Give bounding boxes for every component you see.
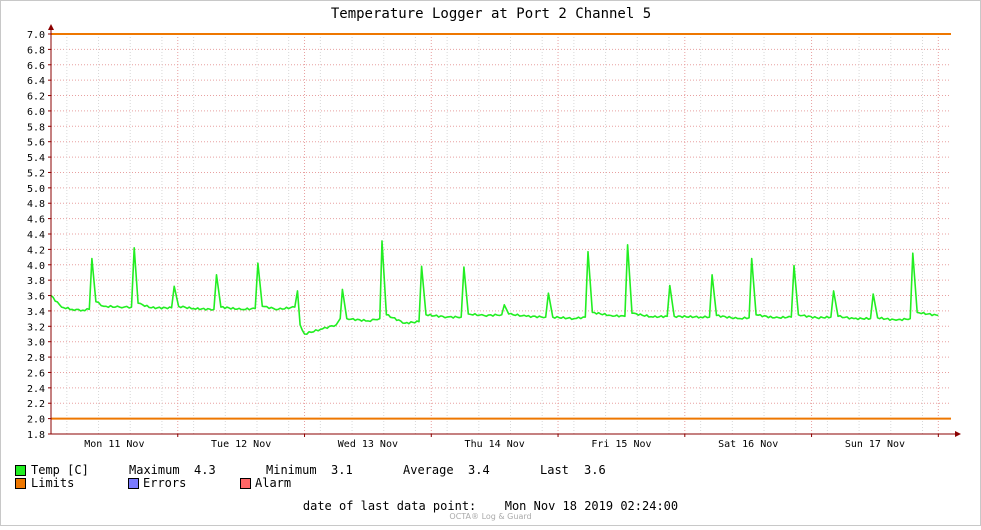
y-tick-label: 5.4 (27, 153, 45, 164)
last-data-point-value: Mon Nov 18 2019 02:24:00 (504, 499, 679, 513)
y-tick-label: 1.8 (27, 430, 45, 441)
y-tick-label: 4.2 (27, 245, 45, 256)
y-tick-label: 2.0 (27, 415, 45, 426)
y-tick-label: 4.6 (27, 215, 45, 226)
legend-swatch-errors (128, 478, 139, 489)
y-tick-label: 5.0 (27, 184, 45, 195)
legend-avg-label: Average (403, 463, 454, 477)
x-tick-label: Fri 15 Nov (591, 439, 651, 450)
y-tick-label: 4.8 (27, 199, 45, 210)
legend-max-label: Maximum (129, 463, 180, 477)
x-tick-label: Thu 14 Nov (465, 439, 525, 450)
legend-avg-value: 3.4 (468, 463, 490, 477)
legend-swatch-alarm (240, 478, 251, 489)
y-tick-label: 5.6 (27, 138, 45, 149)
y-tick-label: 3.0 (27, 338, 45, 349)
x-tick-label: Sat 16 Nov (718, 439, 778, 450)
legend-errors-label: Errors (143, 476, 187, 490)
legend-min-value: 3.1 (331, 463, 353, 477)
y-tick-label: 3.6 (27, 292, 45, 303)
y-tick-label: 2.8 (27, 353, 45, 364)
y-tick-label: 3.2 (27, 322, 45, 333)
x-axis-arrow (955, 431, 961, 437)
y-tick-label: 6.6 (27, 61, 45, 72)
y-tick-label: 4.4 (27, 230, 45, 241)
x-tick-label: Sun 17 Nov (845, 439, 905, 450)
chart-title: Temperature Logger at Port 2 Channel 5 (331, 6, 651, 22)
temp-series-line (50, 240, 939, 335)
y-tick-label: 6.2 (27, 92, 45, 103)
y-tick-label: 6.8 (27, 45, 45, 56)
y-tick-label: 7.0 (27, 30, 45, 41)
legend-limits-label: Limits (31, 476, 75, 490)
x-tick-label: Tue 12 Nov (211, 439, 271, 450)
last-data-point-label: date of last data point: (302, 499, 477, 513)
brand-watermark: OCTA® Log & Guard (449, 512, 532, 521)
y-tick-label: 4.0 (27, 261, 45, 272)
chart-grid (51, 33, 951, 435)
y-tick-label: 2.4 (27, 384, 45, 395)
legend-min-label: Minimum (266, 463, 317, 477)
x-axis-ticks: Mon 11 Nov Tue 12 Nov Wed 13 Nov Thu 14 Nov… (84, 434, 939, 450)
legend-last-value: 3.6 (584, 463, 606, 477)
y-tick-label: 2.2 (27, 399, 45, 410)
x-tick-label: Mon 11 Nov (84, 439, 144, 450)
legend-alarm-label: Alarm (255, 476, 292, 490)
legend-swatch-limits (15, 478, 26, 489)
legend-last-label: Last (540, 463, 569, 477)
x-tick-label: Wed 13 Nov (338, 439, 398, 450)
y-tick-label: 5.8 (27, 122, 45, 133)
y-axis-arrow (48, 24, 54, 30)
y-tick-label: 3.8 (27, 276, 45, 287)
y-tick-label: 3.4 (27, 307, 45, 318)
legend-swatch-temp (15, 465, 26, 476)
y-tick-label: 2.6 (27, 368, 45, 379)
y-axis-ticks: 7.0 6.8 6.6 6.4 6.2 6.0 5.8 5.6 5.4 5.2 5.0 4.8 4.6 4… (27, 30, 51, 441)
legend-max-value: 4.3 (194, 463, 216, 477)
y-tick-label: 5.2 (27, 168, 45, 179)
chart-series (50, 33, 951, 420)
chart-axes (48, 24, 961, 437)
legend-temp-label: Temp [C] (31, 463, 89, 477)
y-tick-label: 6.0 (27, 107, 45, 118)
y-tick-label: 6.4 (27, 76, 45, 87)
